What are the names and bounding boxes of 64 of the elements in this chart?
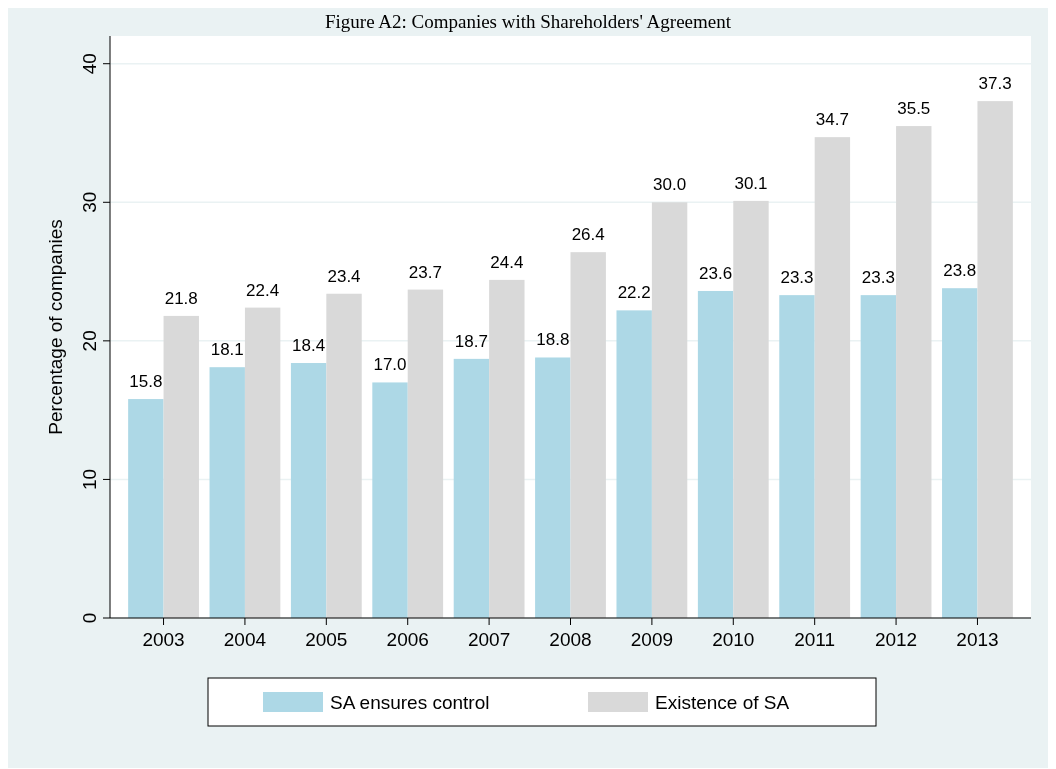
bar	[326, 293, 362, 618]
bar	[372, 382, 408, 618]
data-label: 23.3	[861, 268, 895, 288]
data-label: 18.7	[454, 331, 488, 351]
bar	[860, 295, 897, 618]
bar	[128, 399, 164, 618]
data-label: 30.1	[734, 173, 768, 193]
y-tick-label: 20	[79, 330, 100, 352]
bar	[244, 307, 281, 618]
data-label: 18.4	[292, 336, 326, 356]
bar	[733, 200, 769, 618]
bar	[697, 290, 734, 618]
bar	[407, 289, 444, 618]
data-label: 18.1	[210, 340, 244, 360]
x-tick-label: 2012	[874, 629, 918, 650]
data-label: 34.7	[815, 110, 849, 130]
bar	[814, 137, 851, 618]
data-label: 30.0	[653, 175, 687, 195]
data-label: 23.6	[699, 263, 733, 283]
data-label: 23.7	[408, 262, 442, 282]
bar	[896, 126, 932, 618]
x-tick-label: 2004	[223, 629, 267, 650]
bar	[535, 357, 571, 618]
data-label: 24.4	[490, 252, 524, 272]
x-tick-label: 2006	[386, 629, 429, 650]
y-tick-label: 30	[79, 191, 100, 213]
data-label: 23.4	[327, 266, 361, 286]
x-tick-label: 2010	[712, 629, 755, 650]
y-axis-title: Percentage of companies	[45, 219, 66, 435]
y-tick-label: 0	[79, 612, 100, 624]
x-tick-label: 2007	[467, 629, 511, 650]
bar	[779, 295, 815, 618]
data-label: 18.8	[536, 330, 570, 350]
bar	[570, 252, 606, 618]
x-tick-label: 2003	[142, 629, 185, 650]
legend-label: Existence of SA	[655, 692, 790, 713]
data-label: 23.8	[943, 261, 977, 281]
bar	[942, 288, 978, 618]
x-tick-label: 2009	[630, 629, 674, 650]
y-tick-label: 40	[79, 53, 100, 75]
data-label: 22.4	[246, 280, 280, 300]
bar	[616, 310, 652, 618]
bar	[651, 202, 688, 618]
x-tick-label: 2008	[549, 629, 592, 650]
data-label: 26.4	[571, 225, 605, 245]
bar	[489, 279, 525, 618]
data-label: 37.3	[978, 74, 1012, 94]
bar	[290, 363, 327, 618]
data-label: 15.8	[129, 372, 163, 392]
x-tick-label: 2013	[956, 629, 999, 650]
y-tick-label: 10	[79, 468, 100, 490]
data-label: 23.3	[780, 268, 814, 288]
data-label: 21.8	[164, 288, 198, 308]
bar	[209, 367, 245, 618]
legend-label: SA ensures control	[330, 692, 490, 713]
bar	[163, 315, 199, 618]
data-label: 35.5	[897, 99, 931, 119]
x-tick-label: 2005	[305, 629, 348, 650]
bar	[453, 358, 490, 618]
data-label: 17.0	[373, 355, 407, 375]
x-tick-label: 2011	[794, 629, 836, 650]
bar	[977, 101, 1013, 618]
data-label: 22.2	[617, 283, 651, 303]
chart-title: Figure A2: Companies with Shareholders' Agreement	[324, 11, 732, 32]
